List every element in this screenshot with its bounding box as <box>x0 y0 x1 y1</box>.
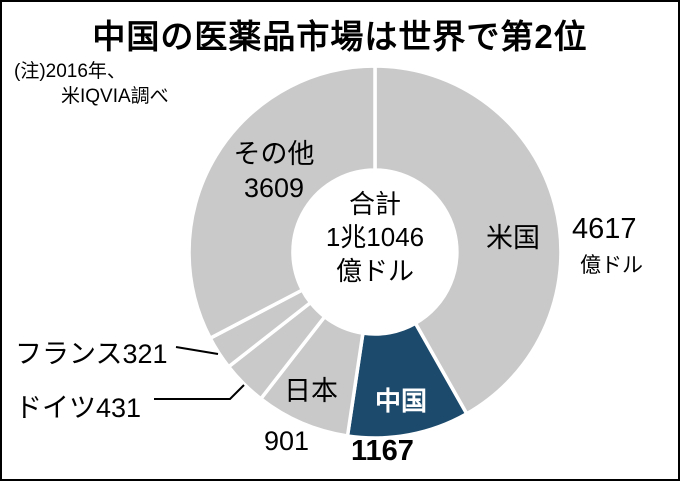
source-note-line1: (注)2016年、 <box>14 61 126 82</box>
center-total-caption: 合計 <box>348 189 401 219</box>
segment-label-china: 中国 <box>374 386 427 416</box>
segment-label-usa: 米国 <box>486 223 540 253</box>
chart-title: 中国の医薬品市場は世界で第2位 <box>92 18 588 55</box>
leader-line-france <box>175 346 219 355</box>
others-value: 3609 <box>243 172 305 203</box>
china-value: 1167 <box>351 435 414 467</box>
pie-segment-6 <box>187 64 377 340</box>
center-total-unit: 億ドル <box>335 255 414 286</box>
others-name: その他 <box>233 139 315 169</box>
leader-line-germany <box>154 384 245 400</box>
segment-label-germany: ドイツ431 <box>15 386 141 425</box>
germany-value: 431 <box>96 393 142 423</box>
segment-label-japan: 日本 <box>284 376 338 406</box>
source-note: (注)2016年、 米IQVIA調べ <box>14 59 169 109</box>
segment-label-others: その他 3609 <box>204 138 344 206</box>
germany-name: ドイツ <box>15 393 96 423</box>
segment-label-france: フランス321 <box>15 332 168 371</box>
japan-value: 901 <box>264 426 310 456</box>
france-value: 321 <box>122 339 168 369</box>
center-total-value: 1兆1046 <box>325 222 425 253</box>
usa-unit-label: 億ドル <box>580 254 643 277</box>
pie-segment-1 <box>373 64 563 416</box>
france-name: フランス <box>15 339 123 369</box>
usa-value: 4617 <box>572 213 637 245</box>
source-note-line2: 米IQVIA調べ <box>61 86 169 108</box>
donut-center-label: 合計 1兆1046 億ドル <box>285 188 465 288</box>
